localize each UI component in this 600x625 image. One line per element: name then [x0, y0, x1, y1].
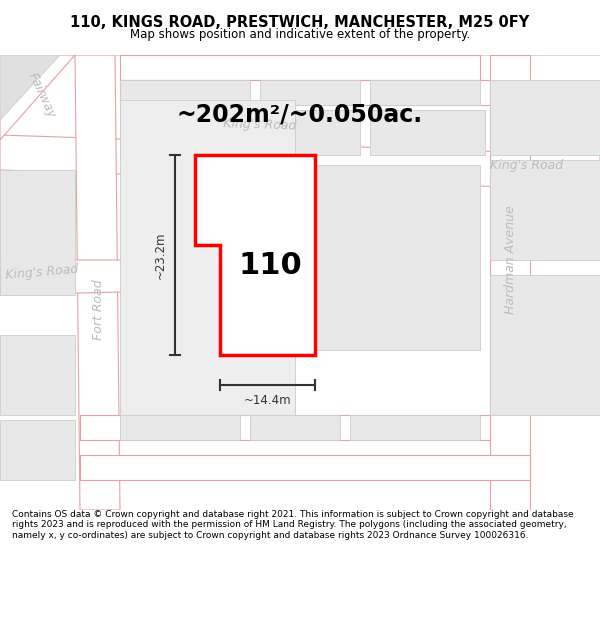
FancyBboxPatch shape	[120, 415, 240, 440]
Text: Fort Road: Fort Road	[91, 280, 104, 340]
FancyBboxPatch shape	[0, 335, 75, 415]
Polygon shape	[80, 455, 530, 480]
FancyBboxPatch shape	[120, 110, 240, 155]
Polygon shape	[0, 170, 75, 295]
Polygon shape	[0, 260, 200, 295]
Text: King's Road: King's Road	[223, 118, 297, 132]
Polygon shape	[490, 55, 530, 510]
Polygon shape	[80, 415, 490, 440]
FancyBboxPatch shape	[370, 80, 480, 105]
Text: Fairway: Fairway	[26, 70, 58, 120]
FancyBboxPatch shape	[260, 80, 360, 105]
Text: King's Road: King's Road	[5, 262, 79, 282]
FancyBboxPatch shape	[370, 110, 485, 155]
Text: ~14.4m: ~14.4m	[244, 394, 292, 406]
FancyBboxPatch shape	[250, 415, 340, 440]
Text: Contains OS data © Crown copyright and database right 2021. This information is : Contains OS data © Crown copyright and d…	[12, 510, 574, 540]
Polygon shape	[75, 55, 120, 510]
Text: King's Road: King's Road	[490, 159, 563, 171]
Text: 110, KINGS ROAD, PRESTWICH, MANCHESTER, M25 0FY: 110, KINGS ROAD, PRESTWICH, MANCHESTER, …	[70, 16, 530, 31]
FancyBboxPatch shape	[490, 275, 600, 415]
Polygon shape	[0, 55, 60, 120]
Polygon shape	[120, 55, 480, 80]
FancyBboxPatch shape	[120, 100, 295, 415]
Polygon shape	[195, 155, 315, 355]
FancyBboxPatch shape	[0, 420, 75, 480]
FancyBboxPatch shape	[490, 160, 600, 260]
Text: Map shows position and indicative extent of the property.: Map shows position and indicative extent…	[130, 28, 470, 41]
Polygon shape	[0, 55, 75, 140]
Text: 110: 110	[238, 251, 302, 279]
FancyBboxPatch shape	[350, 415, 480, 440]
Polygon shape	[120, 80, 490, 105]
FancyBboxPatch shape	[310, 165, 480, 350]
Text: ~202m²/~0.050ac.: ~202m²/~0.050ac.	[177, 103, 423, 127]
FancyBboxPatch shape	[490, 80, 600, 155]
Text: ~23.2m: ~23.2m	[154, 231, 167, 279]
Polygon shape	[0, 135, 600, 190]
FancyBboxPatch shape	[260, 110, 360, 155]
Text: Hardman Avenue: Hardman Avenue	[503, 206, 517, 314]
FancyBboxPatch shape	[120, 80, 250, 105]
